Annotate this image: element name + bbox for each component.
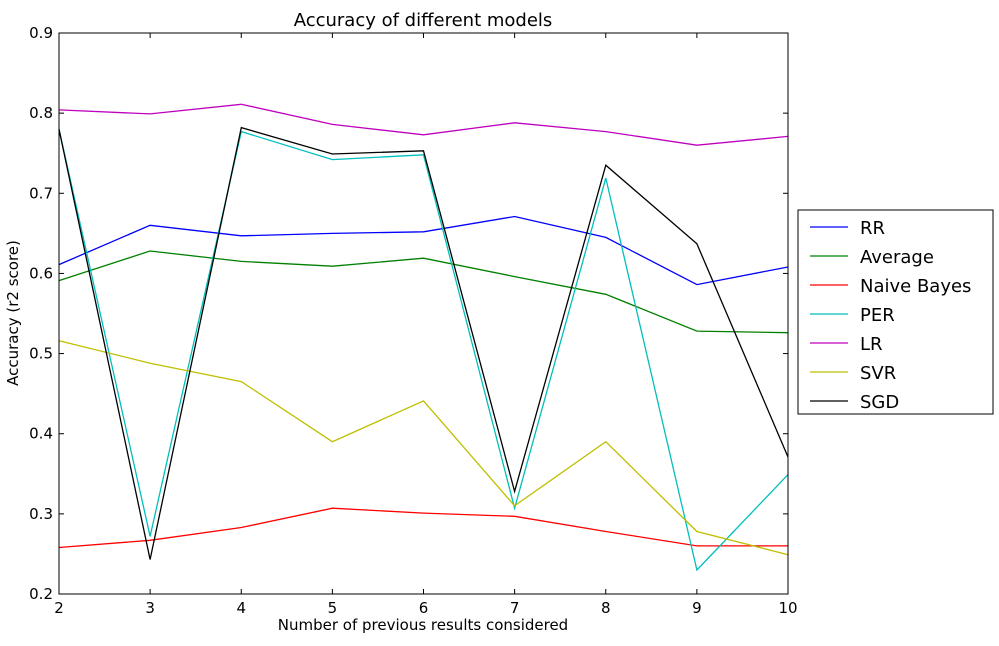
series-line-per <box>58 129 789 572</box>
y-tick-label: 0.8 <box>29 104 53 122</box>
legend-label: LR <box>860 334 883 355</box>
x-tick-label: 9 <box>692 599 702 617</box>
x-tick-label: 8 <box>601 599 611 617</box>
y-tick-label: 0.5 <box>29 345 53 363</box>
legend-label: PER <box>860 305 895 326</box>
series-line-average <box>58 250 789 334</box>
legend-label: Average <box>860 247 934 268</box>
y-axis-ticks: 0.2 0.3 0.4 0.5 0.6 0.7 0.8 0.9 <box>29 24 788 603</box>
series-line-lr <box>58 103 789 146</box>
x-tick-label: 4 <box>236 599 246 617</box>
series-lines <box>58 103 789 572</box>
series-line-naive-bayes <box>58 507 788 549</box>
chart-legend: RR Average Naive Bayes PER LR SVR SGD <box>797 209 994 415</box>
x-axis-label: Number of previous results considered <box>278 616 568 634</box>
series-line-sgd <box>58 126 789 560</box>
x-tick-label: 5 <box>328 599 338 617</box>
legend-label: RR <box>860 218 885 239</box>
legend-label: SVR <box>860 363 896 384</box>
x-axis-ticks: 2 3 4 5 6 7 8 9 10 <box>54 33 798 617</box>
y-tick-label: 0.9 <box>29 24 53 42</box>
chart-title: Accuracy of different models <box>294 10 553 31</box>
y-tick-label: 0.4 <box>29 425 53 443</box>
x-tick-label: 7 <box>510 599 520 617</box>
x-tick-label: 2 <box>54 599 64 617</box>
series-line-rr <box>58 215 789 286</box>
legend-label: Naive Bayes <box>860 276 971 297</box>
y-tick-label: 0.7 <box>29 184 53 202</box>
legend-label: SGD <box>860 392 899 413</box>
plot-area-frame <box>58 32 789 595</box>
x-tick-label: 3 <box>145 599 155 617</box>
x-tick-label: 6 <box>419 599 429 617</box>
y-tick-label: 0.3 <box>29 505 53 523</box>
x-tick-label: 10 <box>778 599 797 617</box>
y-tick-label: 0.2 <box>29 585 53 603</box>
y-tick-label: 0.6 <box>29 264 53 282</box>
legend-frame <box>797 209 994 415</box>
y-axis-label: Accuracy (r2 score) <box>4 240 22 386</box>
series-line-svr <box>58 340 789 556</box>
legend-items: RR Average Naive Bayes PER LR SVR SGD <box>810 218 971 413</box>
